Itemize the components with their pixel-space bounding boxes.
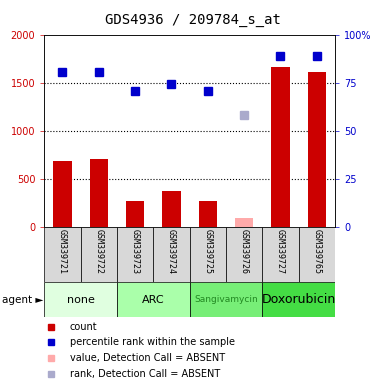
Text: GDS4936 / 209784_s_at: GDS4936 / 209784_s_at <box>105 13 280 27</box>
Text: GSM339721: GSM339721 <box>58 229 67 274</box>
Bar <box>153 227 189 282</box>
Bar <box>190 282 262 317</box>
Text: percentile rank within the sample: percentile rank within the sample <box>70 337 235 347</box>
Text: count: count <box>70 321 97 331</box>
Bar <box>190 227 226 282</box>
Text: none: none <box>67 295 95 305</box>
Text: Sangivamycin: Sangivamycin <box>194 295 258 304</box>
Text: GSM339725: GSM339725 <box>203 229 212 274</box>
Bar <box>308 72 326 227</box>
Text: GSM339726: GSM339726 <box>239 229 249 274</box>
Text: GSM339724: GSM339724 <box>167 229 176 274</box>
Text: GSM339723: GSM339723 <box>131 229 140 274</box>
Bar <box>117 227 153 282</box>
Text: Doxorubicin: Doxorubicin <box>261 293 336 306</box>
Bar <box>162 191 181 227</box>
Bar <box>271 67 290 227</box>
Bar <box>226 227 262 282</box>
Bar <box>90 159 108 227</box>
Bar <box>199 201 217 227</box>
Text: GSM339727: GSM339727 <box>276 229 285 274</box>
Bar <box>44 282 117 317</box>
Bar <box>262 282 335 317</box>
Text: rank, Detection Call = ABSENT: rank, Detection Call = ABSENT <box>70 369 220 379</box>
Bar <box>126 201 144 227</box>
Bar <box>117 282 190 317</box>
Text: GSM339722: GSM339722 <box>94 229 103 274</box>
Text: agent ►: agent ► <box>2 295 43 305</box>
Bar <box>80 227 117 282</box>
Bar <box>54 161 72 227</box>
Text: GSM339765: GSM339765 <box>312 229 321 274</box>
Bar <box>262 227 299 282</box>
Bar <box>299 227 335 282</box>
Text: value, Detection Call = ABSENT: value, Detection Call = ABSENT <box>70 353 225 363</box>
Bar <box>44 227 80 282</box>
Bar <box>235 218 253 227</box>
Text: ARC: ARC <box>142 295 165 305</box>
